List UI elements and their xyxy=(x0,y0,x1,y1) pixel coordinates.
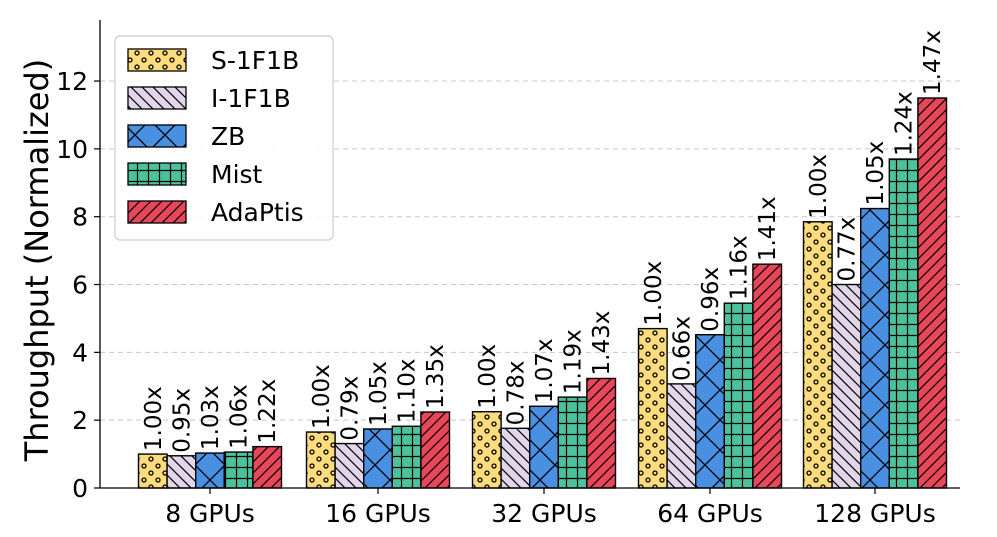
data-label: 1.00x xyxy=(309,364,335,429)
axes xyxy=(94,20,960,494)
bar-hatch xyxy=(529,405,560,489)
bar-hatch xyxy=(802,221,833,489)
data-label: 1.10x xyxy=(395,358,421,423)
data-label: 1.22x xyxy=(255,379,281,444)
bar-hatch xyxy=(223,451,254,489)
bar-hatch xyxy=(194,452,225,489)
legend-swatch-hatch xyxy=(127,48,187,72)
data-label: 1.00x xyxy=(475,344,501,409)
y-tick-label: 10 xyxy=(56,135,88,164)
legend-label: I-1F1B xyxy=(211,84,291,113)
x-tick-labels: 8 GPUs 16 GPUs 32 GPUs 64 GPUs 128 GPUs xyxy=(165,499,936,528)
bar-hatch xyxy=(695,334,726,489)
data-label: 1.06x xyxy=(227,384,253,449)
data-label: 1.47x xyxy=(920,30,946,95)
x-tick-label: 8 GPUs xyxy=(165,499,255,528)
data-label: 1.19x xyxy=(561,329,587,394)
x-tick-label: 16 GPUs xyxy=(325,499,431,528)
bar-hatch xyxy=(363,428,394,489)
legend-swatch-hatch xyxy=(127,124,187,148)
data-label: 1.03x xyxy=(198,385,224,450)
y-tick-label: 0 xyxy=(72,474,88,503)
y-tick-label: 8 xyxy=(72,203,88,232)
data-label: 1.24x xyxy=(892,91,918,156)
data-label: 0.78x xyxy=(503,360,529,425)
x-tick-label: 32 GPUs xyxy=(491,499,597,528)
bar-hatch xyxy=(500,427,531,489)
data-label: 1.16x xyxy=(727,235,753,300)
data-label: 1.00x xyxy=(141,386,167,451)
bar-hatch xyxy=(723,302,754,489)
bar-hatch xyxy=(391,425,422,489)
bar-hatch xyxy=(305,431,336,489)
data-label: 1.43x xyxy=(589,311,615,376)
bar-hatch xyxy=(557,396,588,489)
data-label: 1.05x xyxy=(366,361,392,426)
bar-hatch xyxy=(917,97,948,489)
bar-hatch xyxy=(252,445,283,489)
data-label: 0.77x xyxy=(834,217,860,282)
data-label: 0.66x xyxy=(669,316,695,381)
data-label: 1.35x xyxy=(423,344,449,409)
legend: S-1F1B I-1F1B ZB Mist AdaPtis xyxy=(114,35,334,241)
y-tick-labels: 0 2 4 6 8 10 12 xyxy=(56,67,88,503)
bar-hatch xyxy=(420,411,451,489)
bar-hatch xyxy=(637,327,668,489)
legend-label: ZB xyxy=(211,122,245,151)
y-tick-label: 4 xyxy=(72,338,88,367)
bar-hatch xyxy=(888,158,919,489)
legend-label: AdaPtis xyxy=(211,198,304,227)
bar-hatch xyxy=(137,453,168,489)
data-label: 1.00x xyxy=(806,154,832,219)
data-label: 1.05x xyxy=(863,141,889,206)
bar-hatch xyxy=(752,263,783,489)
data-label: 0.95x xyxy=(169,388,195,453)
bar-hatch xyxy=(471,410,502,489)
bar-hatch xyxy=(334,442,365,489)
data-label: 0.79x xyxy=(337,376,363,441)
y-tick-label: 6 xyxy=(72,271,88,300)
bar-hatch xyxy=(586,377,617,489)
bar-hatch xyxy=(860,207,891,489)
y-tick-label: 2 xyxy=(72,406,88,435)
bar-hatch xyxy=(666,383,697,489)
data-label: 1.41x xyxy=(755,196,781,261)
data-label: 1.00x xyxy=(641,261,667,326)
legend-label: Mist xyxy=(211,160,263,189)
y-axis-title: Throughput (Normalized) xyxy=(18,59,56,462)
legend-swatch-hatch xyxy=(127,162,187,186)
x-tick-label: 128 GPUs xyxy=(814,499,935,528)
legend-swatch-hatch xyxy=(127,200,187,224)
data-label: 1.07x xyxy=(532,338,558,403)
legend-swatch-hatch xyxy=(127,86,187,110)
bars xyxy=(137,97,948,489)
bar-hatch xyxy=(166,455,197,489)
y-tick-label: 12 xyxy=(56,67,88,96)
data-label: 0.96x xyxy=(698,267,724,332)
legend-label: S-1F1B xyxy=(211,46,299,75)
x-tick-label: 64 GPUs xyxy=(657,499,763,528)
bar-hatch xyxy=(831,283,862,489)
